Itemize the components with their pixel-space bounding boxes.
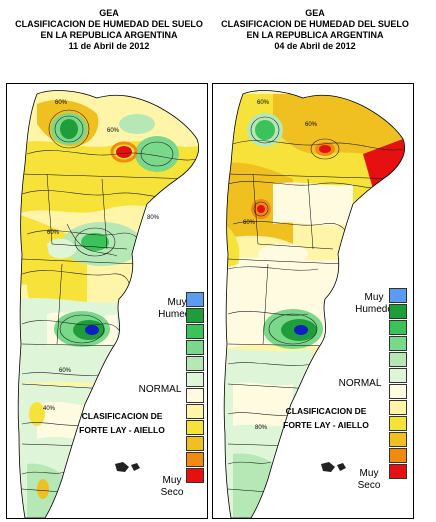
wet-legend-label: Muy Humedo <box>158 297 196 320</box>
legend-swatch <box>389 368 407 383</box>
legend-scale-left <box>186 292 204 484</box>
country-outline <box>223 90 405 518</box>
dry-legend-label: Muy Seco <box>357 468 381 491</box>
legend-swatch <box>389 400 407 415</box>
classification-label: CLASIFICACION DE FORTE LAY - AIELLO <box>283 406 369 430</box>
contour-label: 60% <box>107 128 120 134</box>
legend-swatch <box>186 324 204 339</box>
contour-label: 60% <box>55 100 68 106</box>
map-title-left: GEA CLASIFICACION DE HUMEDAD DEL SUELO E… <box>2 8 216 52</box>
legend-swatch <box>186 404 204 419</box>
legend-swatch <box>186 436 204 451</box>
contour-label: 60% <box>243 220 256 226</box>
legend-swatch <box>389 384 407 399</box>
legend-swatch <box>389 416 407 431</box>
legend-scale-right <box>389 288 407 480</box>
map-date: 04 de Abril de 2012 <box>274 41 356 51</box>
contour-label: 60% <box>257 100 270 106</box>
title-line-1: CLASIFICACION DE HUMEDAD DEL SUELO <box>15 19 203 29</box>
legend-swatch <box>389 288 407 303</box>
legend-swatch <box>186 468 204 483</box>
normal-legend-label: NORMAL <box>138 384 182 395</box>
legend-swatch <box>389 448 407 463</box>
map-date: 11 de Abril de 2012 <box>68 41 150 51</box>
malvinas-islands <box>115 462 129 472</box>
legend-swatch <box>186 340 204 355</box>
contour-label: 40% <box>43 406 56 412</box>
legend-swatch <box>389 432 407 447</box>
map-title-right: GEA CLASIFICACION DE HUMEDAD DEL SUELO E… <box>208 8 422 52</box>
legend-swatch <box>389 352 407 367</box>
legend-swatch <box>186 356 204 371</box>
argentina-map-right: 60% 60% 60% 80% <box>223 90 405 518</box>
contour-label: 60% <box>305 122 318 128</box>
org-label: GEA <box>305 8 325 18</box>
normal-legend-label: NORMAL <box>338 378 382 389</box>
map-panel-left: 60% 60% 60% 80% 60% 40% Muy Humedo NORMA… <box>6 83 208 519</box>
legend-swatch <box>186 420 204 435</box>
title-line-2: EN LA REPUBLICA ARGENTINA <box>246 30 384 40</box>
title-line-2: EN LA REPUBLICA ARGENTINA <box>40 30 178 40</box>
legend-swatch <box>186 372 204 387</box>
contour-label: 80% <box>147 215 160 221</box>
legend-swatch <box>389 304 407 319</box>
wet-legend-label: Muy Humedo <box>355 292 393 315</box>
legend-swatch <box>186 388 204 403</box>
legend-swatch <box>389 464 407 479</box>
malvinas-islands <box>321 462 335 472</box>
dry-legend-label: Muy Seco <box>160 475 184 498</box>
contour-label: 60% <box>59 368 72 374</box>
country-outline <box>17 90 199 518</box>
argentina-map-left: 60% 60% 60% 80% 60% 40% <box>17 90 199 518</box>
classification-label: CLASIFICACION DE FORTE LAY - AIELLO <box>79 411 165 435</box>
very-dry-zone <box>363 139 405 189</box>
legend-swatch <box>186 292 204 307</box>
legend-swatch <box>389 320 407 335</box>
title-line-1: CLASIFICACION DE HUMEDAD DEL SUELO <box>221 19 409 29</box>
contour-label: 80% <box>255 425 268 431</box>
org-label: GEA <box>99 8 119 18</box>
map-panel-right: 60% 60% 60% 80% Muy Humedo NORMAL Muy Se… <box>212 83 414 519</box>
legend-swatch <box>186 452 204 467</box>
contour-label: 60% <box>47 230 60 236</box>
legend-swatch <box>389 336 407 351</box>
legend-swatch <box>186 308 204 323</box>
